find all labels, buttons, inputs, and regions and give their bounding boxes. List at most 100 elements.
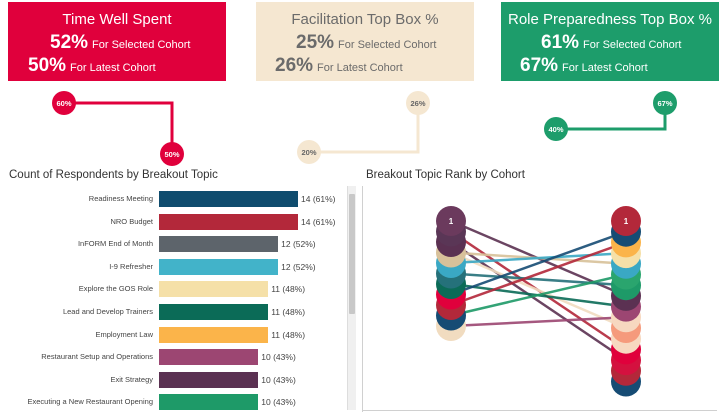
spark-facilitation: 20% 26% — [297, 91, 430, 164]
bar[interactable] — [159, 236, 279, 252]
kpi-trend-sparklines: 60% 50% 20% 26% 40% 67% — [52, 91, 677, 166]
kpi-selected-value: 25% — [296, 32, 335, 53]
kpi-latest-label: For Latest Cohort — [317, 62, 403, 74]
spark-label-start: 40% — [548, 125, 563, 134]
kpi-latest-value: 50% — [28, 55, 67, 76]
bar-row: Executing a New Restaurant Opening 10 (43… — [0, 394, 345, 410]
rank-link-line[interactable] — [450, 230, 627, 296]
bar[interactable] — [159, 372, 259, 388]
bar-row: I-9 Refresher 12 (52%) — [0, 259, 345, 275]
bar-category-label: Employment Law — [95, 330, 153, 339]
kpi-title: Facilitation Top Box % — [291, 11, 439, 28]
bar-value-label: 10 (43%) — [261, 397, 296, 407]
panel-divider — [362, 410, 717, 411]
kpi-selected-label: For Selected Cohort — [338, 39, 437, 51]
spark-line — [64, 101, 174, 154]
rank-link-line[interactable] — [450, 272, 627, 287]
panel-divider — [362, 186, 363, 412]
bar-chart: Readiness Meeting 14 (61%) NRO Budget 14 (6… — [0, 191, 345, 413]
bar-row: InFORM End of Month 12 (52%) — [0, 236, 345, 252]
kpi-title: Time Well Spent — [62, 11, 172, 28]
bar-value-label: 11 (48%) — [271, 330, 306, 340]
right-rank-node[interactable] — [611, 206, 641, 236]
bar-value-label: 12 (52%) — [281, 239, 316, 249]
kpi-card-time-well-spent: Time Well Spent 52% For Selected Cohort 5… — [8, 2, 226, 81]
bar-chart-scrollbar[interactable] — [347, 186, 356, 410]
spark-label-end: 50% — [164, 150, 179, 159]
bar[interactable] — [159, 349, 259, 365]
bar-category-label: Lead and Develop Trainers — [62, 307, 153, 316]
spark-point-end — [653, 91, 677, 115]
bar-chart-title: Count of Respondents by Breakout Topic — [9, 169, 218, 181]
spark-point-start — [544, 117, 568, 141]
bar-value-label: 14 (61%) — [301, 194, 336, 204]
bar-category-label: Explore the GOS Role — [78, 284, 153, 293]
kpi-selected-value: 61% — [541, 32, 580, 53]
bar-value-label: 14 (61%) — [301, 217, 336, 227]
bar-category-label: InFORM End of Month — [77, 239, 153, 248]
kpi-selected-label: For Selected Cohort — [583, 39, 682, 51]
spark-line — [309, 103, 420, 154]
bar-value-label: 12 (52%) — [281, 262, 316, 272]
bar[interactable] — [159, 394, 259, 410]
bar-value-label: 11 (48%) — [271, 307, 306, 317]
spark-point-end — [160, 142, 184, 166]
left-rank-label: 1 — [449, 217, 454, 226]
bar[interactable] — [159, 259, 279, 275]
kpi-selected-line: 52% For Selected Cohort — [50, 32, 190, 54]
bar-row: Restaurant Setup and Operations 10 (43%) — [0, 349, 345, 365]
kpi-latest-value: 26% — [275, 55, 314, 76]
bar-category-label: Readiness Meeting — [88, 194, 153, 203]
bar-category-label: Restaurant Setup and Operations — [41, 352, 153, 361]
rank-link-line[interactable] — [450, 273, 627, 317]
kpi-latest-value: 67% — [520, 55, 559, 76]
kpi-card-facilitation: Facilitation Top Box % 25% For Selected C… — [256, 2, 474, 81]
kpi-selected-line: 61% For Selected Cohort — [541, 32, 681, 54]
kpi-latest-line: 50% For Latest Cohort — [28, 55, 156, 77]
bar-category-label: NRO Budget — [110, 217, 153, 226]
bar[interactable] — [159, 191, 298, 207]
kpi-selected-label: For Selected Cohort — [92, 39, 191, 51]
spark-role-preparedness: 40% 67% — [544, 91, 677, 141]
rank-link-line[interactable] — [450, 241, 627, 307]
kpi-latest-label: For Latest Cohort — [562, 62, 648, 74]
spark-line — [556, 103, 667, 131]
bar-row: Explore the GOS Role 11 (48%) — [0, 281, 345, 297]
kpi-latest-label: For Latest Cohort — [70, 62, 156, 74]
spark-point-start — [52, 91, 76, 115]
rank-bump-chart: 111098765432116151413121110987654321 — [436, 206, 641, 397]
bar-row: Employment Law 11 (48%) — [0, 327, 345, 343]
spark-time-well-spent: 60% 50% — [52, 91, 184, 166]
kpi-selected-value: 52% — [50, 32, 89, 53]
bar-row: NRO Budget 14 (61%) — [0, 214, 345, 230]
bar-value-label: 11 (48%) — [271, 284, 306, 294]
bar[interactable] — [159, 214, 298, 230]
bar-value-label: 10 (43%) — [261, 352, 296, 362]
bar-category-label: Executing a New Restaurant Opening — [27, 397, 154, 406]
bar-category-label: Exit Strategy — [110, 375, 153, 384]
spark-point-start — [297, 140, 321, 164]
spark-label-end: 26% — [410, 99, 425, 108]
scrollbar-thumb[interactable] — [349, 194, 355, 314]
kpi-title: Role Preparedness Top Box % — [507, 11, 712, 28]
spark-label-end: 67% — [657, 99, 672, 108]
rank-link-line[interactable] — [450, 316, 627, 328]
bar-row: Exit Strategy 10 (43%) — [0, 372, 345, 388]
bar-category-label: I-9 Refresher — [109, 262, 153, 271]
bar[interactable] — [159, 281, 269, 297]
kpi-card-role-preparedness: Role Preparedness Top Box % 61% For Selec… — [501, 2, 719, 81]
bar-row: Lead and Develop Trainers 11 (48%) — [0, 304, 345, 320]
spark-label-start: 20% — [301, 148, 316, 157]
rank-link-line[interactable] — [450, 251, 627, 265]
bar[interactable] — [159, 304, 269, 320]
bar-value-label: 10 (43%) — [261, 375, 296, 385]
rank-link-line[interactable] — [450, 251, 627, 330]
kpi-selected-line: 25% For Selected Cohort — [296, 32, 436, 54]
left-rank-node[interactable] — [436, 206, 466, 236]
kpi-latest-line: 67% For Latest Cohort — [520, 55, 648, 77]
right-rank-label: 1 — [624, 217, 629, 226]
kpi-latest-line: 26% For Latest Cohort — [275, 55, 403, 77]
bar[interactable] — [159, 327, 269, 343]
bar-row: Readiness Meeting 14 (61%) — [0, 191, 345, 207]
spark-label-start: 60% — [56, 99, 71, 108]
